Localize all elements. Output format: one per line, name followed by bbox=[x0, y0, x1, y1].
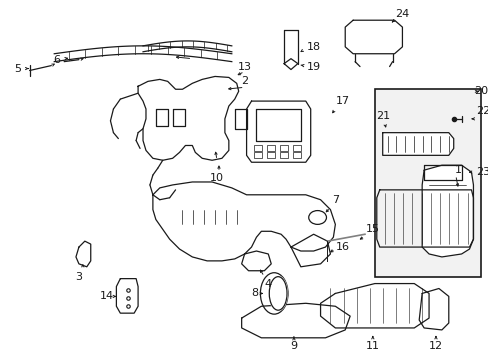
Polygon shape bbox=[241, 303, 349, 338]
Bar bbox=[280, 145, 287, 152]
Text: 6: 6 bbox=[54, 55, 61, 65]
Text: 18: 18 bbox=[306, 42, 320, 52]
Text: 7: 7 bbox=[331, 195, 338, 205]
Text: 19: 19 bbox=[306, 62, 320, 72]
Text: 14: 14 bbox=[99, 291, 113, 301]
Text: 2: 2 bbox=[241, 76, 248, 86]
Text: 9: 9 bbox=[290, 341, 297, 351]
Text: 12: 12 bbox=[428, 341, 442, 351]
Text: 23: 23 bbox=[475, 167, 488, 177]
Ellipse shape bbox=[269, 277, 286, 310]
Polygon shape bbox=[421, 165, 472, 257]
Text: 13: 13 bbox=[237, 62, 251, 72]
Text: 11: 11 bbox=[365, 341, 379, 351]
Bar bbox=[267, 145, 275, 152]
Bar bbox=[374, 89, 480, 277]
Text: 8: 8 bbox=[250, 288, 258, 298]
Bar bbox=[280, 152, 287, 158]
Text: 22: 22 bbox=[475, 106, 488, 116]
Bar bbox=[267, 152, 275, 158]
Text: 20: 20 bbox=[473, 86, 488, 96]
Text: 15: 15 bbox=[365, 224, 379, 234]
Polygon shape bbox=[320, 284, 428, 328]
Bar bbox=[292, 152, 300, 158]
Text: 17: 17 bbox=[336, 96, 349, 106]
Polygon shape bbox=[382, 132, 453, 156]
Text: 1: 1 bbox=[454, 165, 461, 175]
Text: 3: 3 bbox=[75, 272, 82, 282]
Text: 4: 4 bbox=[264, 279, 271, 289]
Bar bbox=[254, 152, 262, 158]
Text: 21: 21 bbox=[375, 111, 389, 121]
Bar bbox=[292, 145, 300, 152]
Text: 16: 16 bbox=[336, 242, 349, 252]
Text: 24: 24 bbox=[394, 9, 409, 19]
Text: 5: 5 bbox=[14, 64, 21, 73]
Text: 10: 10 bbox=[209, 173, 224, 183]
Bar bbox=[254, 145, 262, 152]
